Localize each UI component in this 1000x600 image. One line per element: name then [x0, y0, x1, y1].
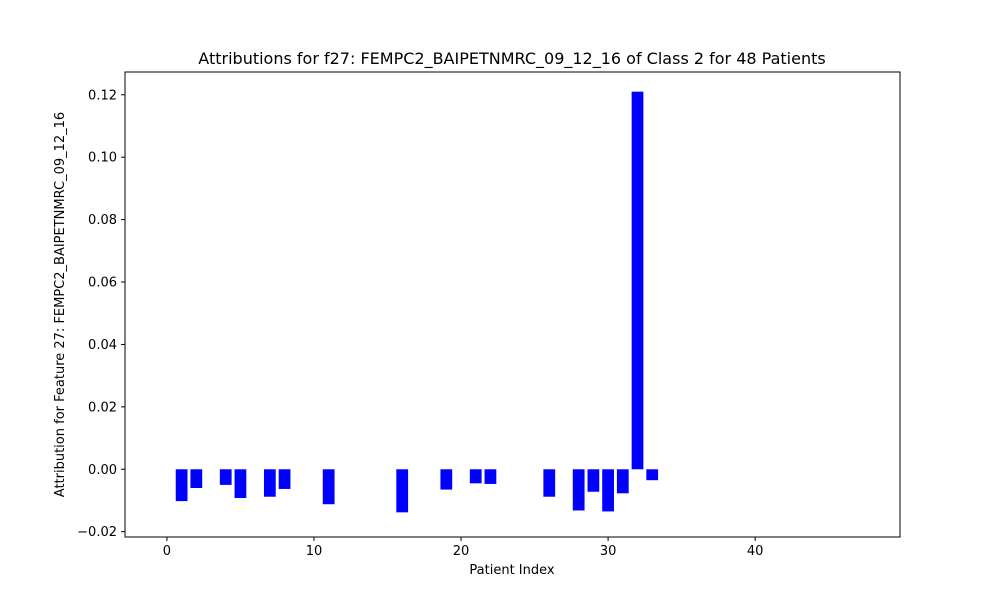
bar-patient-29: [587, 469, 600, 492]
y-tick-label: −0.02: [77, 525, 117, 540]
chart-title: Attributions for f27: FEMPC2_BAIPETNMRC_…: [198, 49, 825, 69]
bar-patient-19: [440, 469, 453, 490]
y-tick-label: 0.04: [88, 338, 117, 353]
x-tick-label: 30: [600, 544, 617, 559]
bar-patient-8: [278, 469, 291, 489]
bar-patient-16: [396, 469, 409, 513]
bar-patient-22: [484, 469, 497, 484]
plot-frame: [124, 71, 901, 538]
x-tick-label: 0: [163, 544, 171, 559]
x-tick-label: 10: [306, 544, 323, 559]
bar-patient-33: [646, 469, 659, 481]
y-tick-label: 0.10: [88, 151, 117, 166]
bar-patient-32: [631, 91, 644, 470]
x-axis-ticks: 0 10 20 30 40: [163, 537, 764, 559]
y-axis-ticks: −0.02 0.00 0.02 0.04 0.06 0.08 0.10 0.12: [77, 88, 125, 540]
y-tick-label: 0.06: [88, 276, 117, 291]
x-axis-label: Patient Index: [469, 563, 554, 578]
bar-patient-2: [190, 469, 203, 488]
bar-patient-1: [175, 469, 188, 502]
bar-patient-4: [219, 469, 232, 485]
bar-patient-30: [602, 469, 614, 512]
y-axis-label: Attribution for Feature 27: FEMPC2_BAIPE…: [53, 112, 68, 497]
bar-patient-11: [322, 469, 335, 505]
bars-group: [175, 91, 659, 513]
bar-patient-7: [263, 469, 276, 497]
bar-patient-21: [469, 469, 482, 484]
bar-patient-5: [234, 469, 247, 498]
x-tick-label: 40: [747, 544, 764, 559]
bar-patient-26: [543, 469, 556, 497]
y-tick-label: 0.12: [88, 88, 117, 103]
bar-patient-28: [572, 469, 585, 511]
x-tick-label: 20: [453, 544, 470, 559]
bar-patient-31: [616, 469, 629, 494]
y-tick-label: 0.00: [88, 463, 117, 478]
y-tick-label: 0.08: [88, 213, 117, 228]
y-tick-label: 0.02: [88, 400, 117, 415]
